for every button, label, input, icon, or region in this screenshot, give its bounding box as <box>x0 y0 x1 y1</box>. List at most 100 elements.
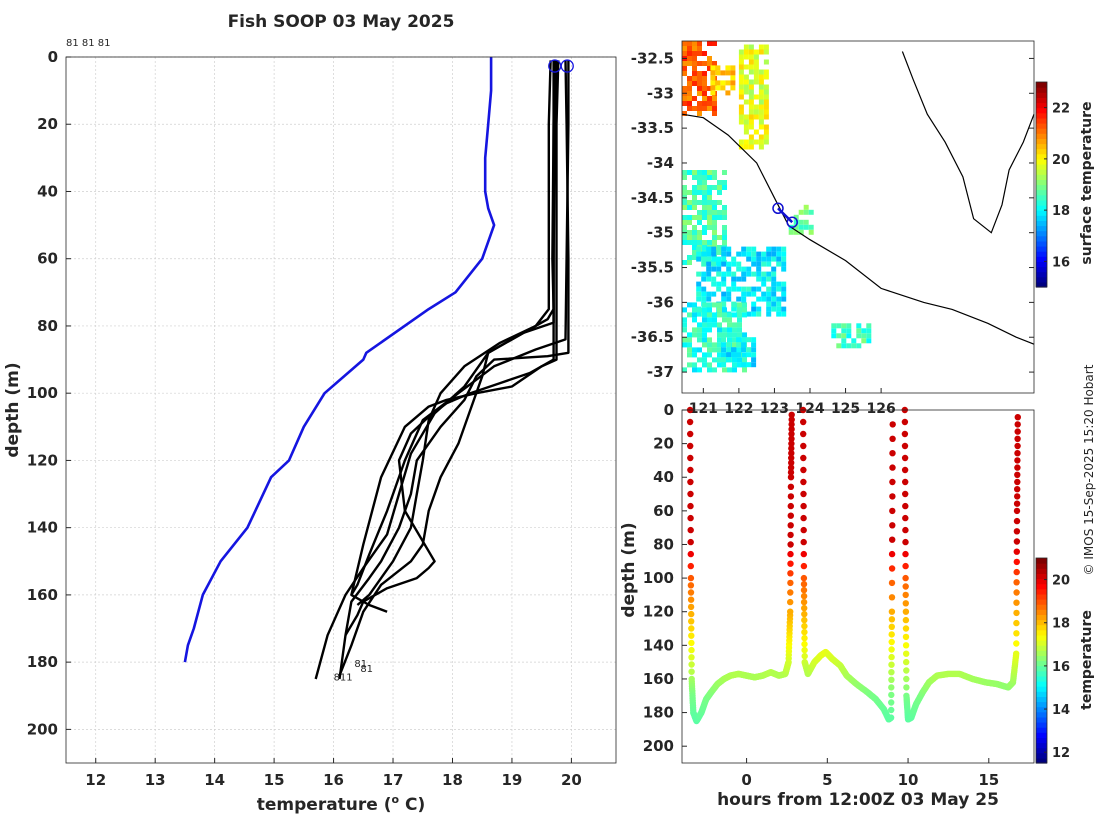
sst-pixel <box>706 261 712 267</box>
sst-pixel <box>702 81 707 86</box>
sst-pixel <box>738 84 744 90</box>
section-point <box>1013 589 1020 596</box>
map-colorbar-segment <box>1036 266 1047 273</box>
sst-pixel <box>707 200 712 205</box>
y-axis-label: depth (m) <box>3 362 23 457</box>
section-point <box>888 579 896 587</box>
sst-pixel <box>702 337 707 343</box>
sst-pixel <box>702 342 707 348</box>
sst-pixel <box>743 114 749 120</box>
section-point <box>800 454 807 462</box>
sst-pixel <box>866 333 872 339</box>
section-point <box>888 631 895 638</box>
sst-pixel <box>737 322 742 328</box>
section-y-tick-label: 160 <box>643 670 674 688</box>
sst-pixel <box>717 190 722 195</box>
sst-pixel <box>727 327 732 333</box>
section-point <box>800 502 807 510</box>
section-colorbar-segment <box>1036 593 1047 600</box>
sst-pixel <box>687 235 692 240</box>
map-colorbar-segment <box>1036 179 1047 186</box>
sst-pixel <box>738 94 744 100</box>
section-point <box>903 675 910 683</box>
sst-pixel <box>738 144 744 150</box>
sst-pixel <box>727 312 732 318</box>
section-point <box>800 418 807 426</box>
sst-pixel <box>692 302 697 308</box>
sst-pixel <box>851 343 857 349</box>
sst-pixel <box>758 139 764 145</box>
sst-pixel <box>707 205 712 210</box>
sst-pixel <box>692 56 697 61</box>
sst-pixel <box>697 86 702 91</box>
sst-pixel <box>725 70 731 76</box>
section-point <box>787 531 794 539</box>
map-colorbar-segment <box>1036 138 1047 145</box>
sst-pixel <box>682 225 687 230</box>
sst-pixel <box>761 271 767 277</box>
sst-pixel <box>808 209 814 215</box>
sst-pixel <box>697 200 702 205</box>
sst-pixel <box>763 89 769 95</box>
section-point <box>901 430 909 438</box>
map-colorbar-segment <box>1036 117 1047 124</box>
section-point <box>1013 630 1020 637</box>
profile-5-line <box>356 60 552 606</box>
sst-pixel <box>687 347 692 353</box>
sst-pixel <box>707 61 712 66</box>
sst-pixel <box>697 190 702 195</box>
section-point <box>688 610 695 618</box>
map-colorbar-label: surface temperature <box>1079 101 1095 264</box>
map-colorbar-segment <box>1036 189 1047 196</box>
section-point <box>902 583 909 590</box>
map-colorbar-segment <box>1036 184 1047 191</box>
section-point <box>1013 619 1020 627</box>
sst-pixel <box>771 251 777 257</box>
sst-pixel <box>766 251 772 257</box>
section-colorbar-segment <box>1036 629 1047 636</box>
sst-pixel <box>738 114 744 120</box>
sst-pixel <box>841 338 847 344</box>
sst-pixel <box>722 230 727 235</box>
sst-pixel <box>776 286 782 292</box>
profile-panel: Fish SOOP 03 May 2025 81 81 81 12 13 14 15 1… <box>3 12 617 815</box>
sst-pixel <box>841 333 847 339</box>
sst-pixel <box>697 322 702 328</box>
section-point <box>801 646 808 654</box>
sst-pixel <box>717 185 722 190</box>
sst-pixel <box>717 200 722 205</box>
sst-pixel <box>716 286 722 292</box>
sst-pixel <box>687 220 692 225</box>
section-point <box>787 483 795 490</box>
sst-patch <box>788 204 814 235</box>
section-point <box>889 464 896 471</box>
section-track <box>901 406 1021 723</box>
sst-pixel <box>756 271 762 277</box>
sst-pixel <box>702 322 707 328</box>
sst-pixel <box>798 224 804 230</box>
sst-pixel <box>736 352 742 358</box>
sst-pixel <box>751 271 757 277</box>
sst-pixel <box>743 99 749 105</box>
sst-pixel <box>697 81 702 86</box>
sst-pixel <box>743 44 749 50</box>
sst-pixel <box>692 230 697 235</box>
sst-pixel <box>687 76 692 81</box>
sst-pixel <box>856 343 862 349</box>
sst-pixel <box>696 296 702 302</box>
profile-1-line <box>338 60 570 680</box>
sst-pixel <box>793 219 799 225</box>
sst-pixel <box>721 271 727 277</box>
sst-pixel <box>707 56 712 61</box>
sst-pixel <box>751 342 757 348</box>
section-point <box>889 435 896 442</box>
section-point <box>787 464 795 471</box>
y-tick-label: 60 <box>37 250 58 268</box>
section-colorbar-segment <box>1036 640 1047 646</box>
section-point <box>888 608 896 615</box>
sst-pixel <box>702 180 707 185</box>
sst-pixel <box>701 286 707 292</box>
sst-pixel <box>776 296 782 302</box>
sst-pixel <box>702 51 707 56</box>
sst-pixel <box>727 317 732 323</box>
